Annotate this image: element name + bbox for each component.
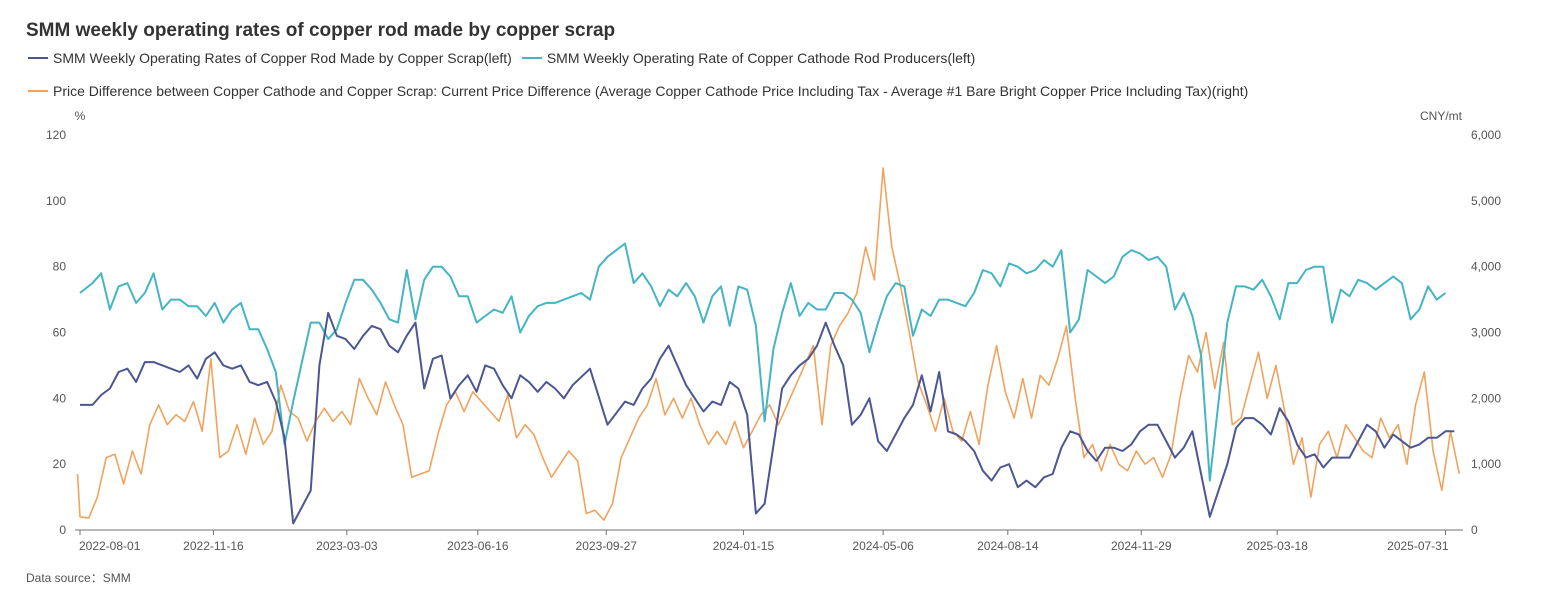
legend-swatch-cathode-rod	[521, 57, 542, 59]
legend-item-cathode-rod[interactable]: SMM Weekly Operating Rate of Copper Cath…	[521, 50, 976, 66]
x-tick-label: 2024-08-14	[977, 539, 1039, 553]
y-left-tick-label: 60	[53, 326, 67, 340]
chart-title: SMM weekly operating rates of copper rod…	[26, 20, 616, 41]
x-tick-label: 2025-07-31	[1387, 539, 1449, 553]
x-tick-label: 2022-08-01	[79, 539, 141, 553]
series-layer	[76, 167, 1461, 525]
y-right-tick-label: 1,000	[1471, 457, 1501, 471]
legend-row-2: Price Difference between Copper Cathode …	[28, 83, 1258, 99]
legend-swatch-scrap-rod	[28, 57, 48, 59]
series-line-2[interactable]	[76, 167, 1461, 521]
x-tick-label: 2023-06-16	[447, 539, 509, 553]
y-right-tick-label: 4,000	[1471, 260, 1501, 274]
legend-label-scrap-rod: SMM Weekly Operating Rates of Copper Rod…	[53, 50, 512, 66]
y-right-tick-label: 6,000	[1471, 128, 1501, 142]
legend-swatch-price-diff	[28, 90, 48, 92]
legend-label-cathode-rod: SMM Weekly Operating Rate of Copper Cath…	[546, 50, 976, 66]
legend-row-1: SMM Weekly Operating Rates of Copper Rod…	[28, 50, 985, 66]
y-right-tick-label: 0	[1471, 523, 1478, 537]
data-source-note: Data source：SMM	[26, 571, 131, 585]
legend-item-price-diff[interactable]: Price Difference between Copper Cathode …	[28, 83, 1248, 99]
legend-item-scrap-rod[interactable]: SMM Weekly Operating Rates of Copper Rod…	[28, 50, 512, 66]
y-left-tick-label: 120	[46, 128, 66, 142]
x-tick-label: 2024-05-06	[852, 539, 914, 553]
series-line-0[interactable]	[80, 311, 1455, 525]
right-axis-unit: CNY/mt	[1420, 109, 1463, 123]
x-tick-label: 2023-03-03	[316, 539, 378, 553]
series-line-1[interactable]	[79, 242, 1447, 482]
axes-group: 0 20 40 60 80 100 120 0 1,000 2,000 3,000 4,000 5,00…	[46, 128, 1501, 553]
x-tick-label: 2023-09-27	[576, 539, 638, 553]
y-left-tick-label: 100	[46, 194, 66, 208]
y-right-tick-label: 3,000	[1471, 326, 1501, 340]
x-tick-label: 2024-11-29	[1111, 539, 1172, 553]
y-left-tick-label: 20	[53, 457, 67, 471]
y-right-tick-label: 2,000	[1471, 391, 1501, 405]
y-left-tick-label: 40	[53, 391, 67, 405]
y-left-tick-label: 80	[53, 260, 67, 274]
x-tick-label: 2024-01-15	[713, 539, 775, 553]
x-tick-label: 2025-03-18	[1246, 539, 1308, 553]
left-axis-unit: %	[75, 109, 86, 123]
legend-label-price-diff: Price Difference between Copper Cathode …	[53, 83, 1249, 99]
y-right-tick-label: 5,000	[1471, 194, 1501, 208]
y-left-tick-label: 0	[59, 523, 66, 537]
x-tick-label: 2022-11-16	[183, 539, 244, 553]
